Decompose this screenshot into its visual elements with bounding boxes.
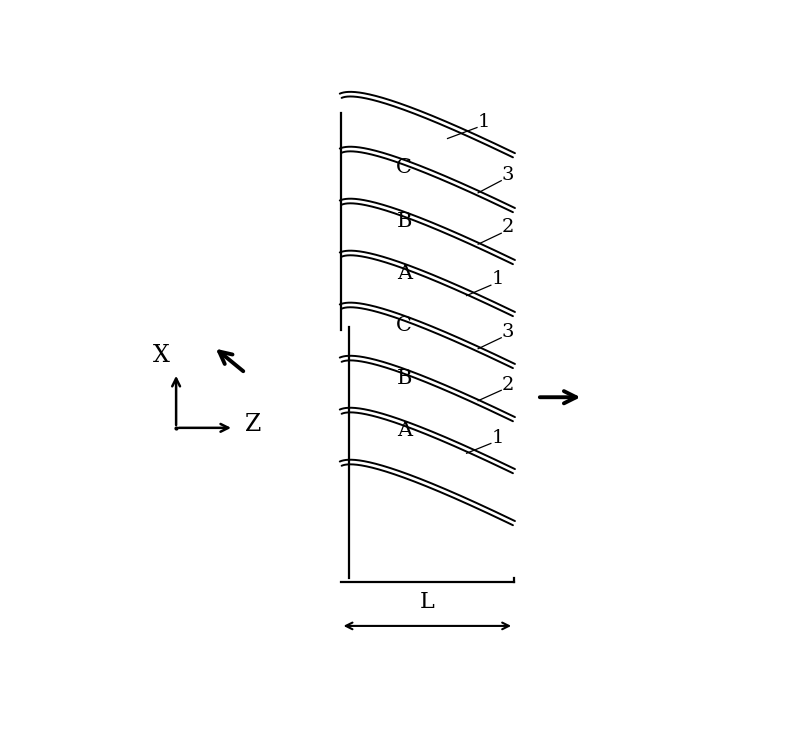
Text: 3: 3 bbox=[502, 166, 514, 184]
Text: 1: 1 bbox=[478, 112, 490, 130]
Text: 1: 1 bbox=[491, 271, 504, 289]
Text: X: X bbox=[154, 344, 170, 368]
Text: A: A bbox=[397, 422, 412, 440]
Text: 2: 2 bbox=[502, 218, 514, 236]
Text: C: C bbox=[396, 316, 412, 335]
Text: 2: 2 bbox=[502, 376, 514, 394]
Text: L: L bbox=[420, 591, 434, 613]
Text: B: B bbox=[397, 211, 412, 230]
Text: B: B bbox=[397, 369, 412, 388]
Text: A: A bbox=[397, 264, 412, 284]
Text: Z: Z bbox=[246, 413, 262, 436]
Text: 3: 3 bbox=[502, 323, 514, 341]
Text: C: C bbox=[396, 158, 412, 178]
Text: 1: 1 bbox=[491, 429, 504, 447]
